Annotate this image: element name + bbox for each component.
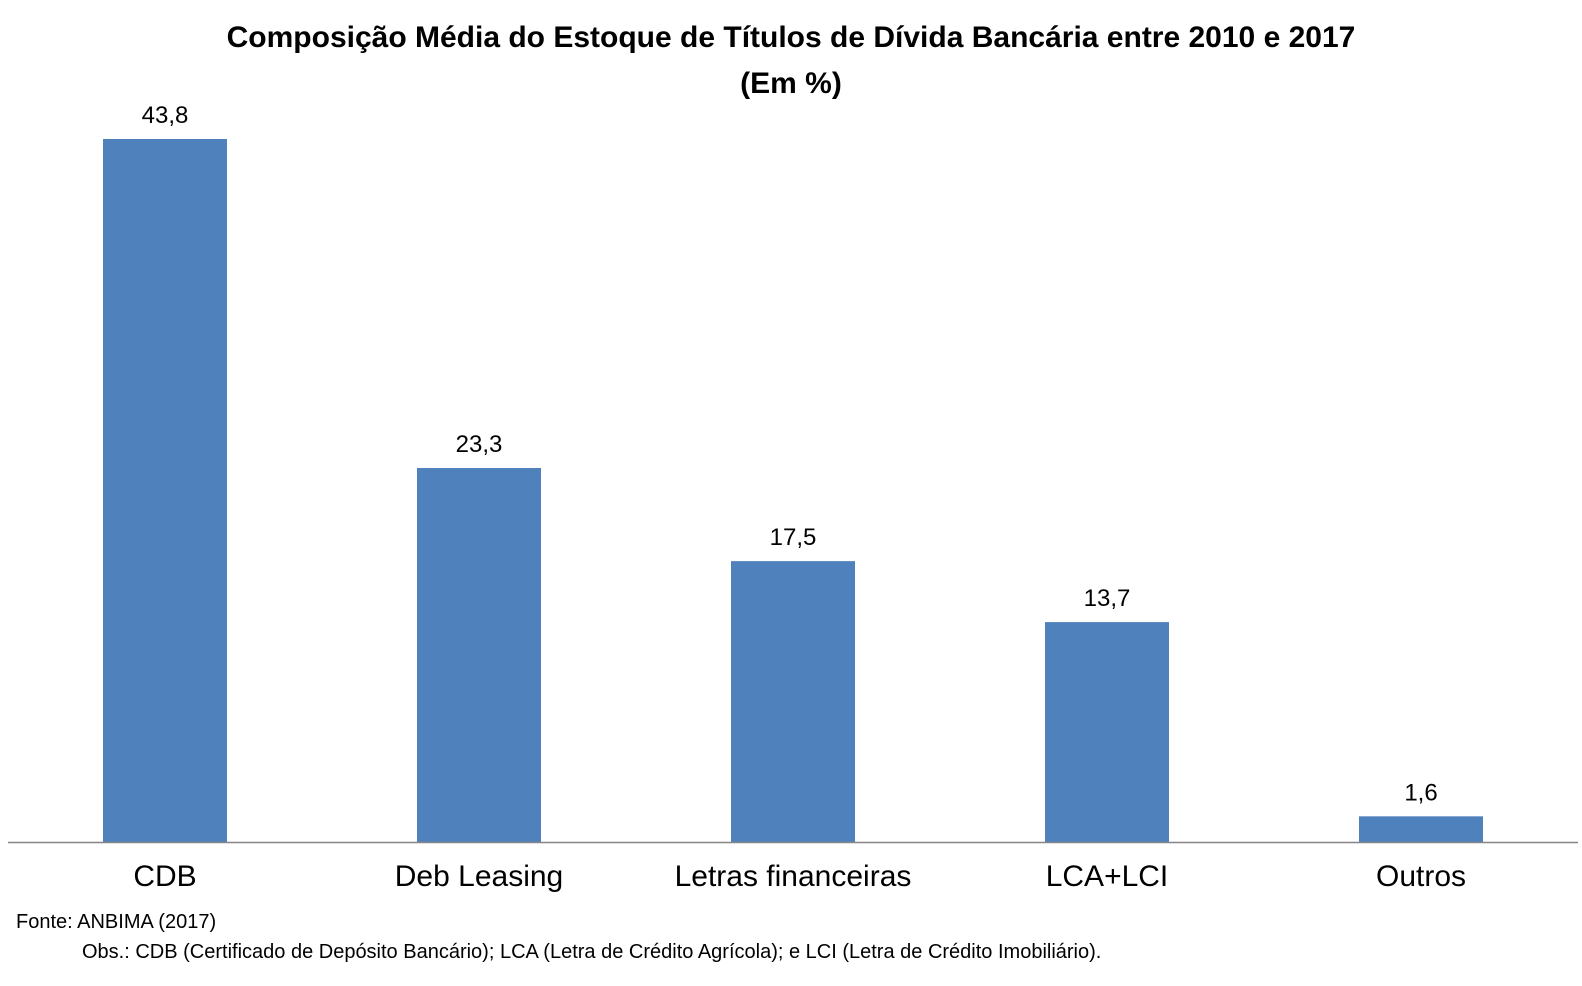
category-label: Deb Leasing (395, 860, 563, 893)
category-label: Outros (1376, 860, 1466, 893)
observation-note: Obs.: CDB (Certificado de Depósito Bancá… (82, 941, 1102, 963)
chart-subtitle: (Em %) (740, 67, 842, 100)
data-label: 13,7 (1084, 585, 1131, 612)
bar (103, 139, 227, 842)
bar (731, 561, 855, 842)
data-label: 17,5 (770, 524, 817, 551)
data-label: 23,3 (456, 431, 503, 458)
bar (1359, 816, 1483, 842)
data-label: 1,6 (1404, 779, 1437, 806)
category-label: Letras financeiras (675, 860, 912, 893)
chart-title: Composição Média do Estoque de Títulos d… (226, 21, 1356, 54)
bar (417, 468, 541, 842)
data-label: 43,8 (142, 102, 189, 129)
source-note: Fonte: ANBIMA (2017) (16, 911, 217, 933)
bar (1045, 622, 1169, 842)
category-label: CDB (133, 860, 196, 893)
category-label: LCA+LCI (1046, 860, 1169, 893)
